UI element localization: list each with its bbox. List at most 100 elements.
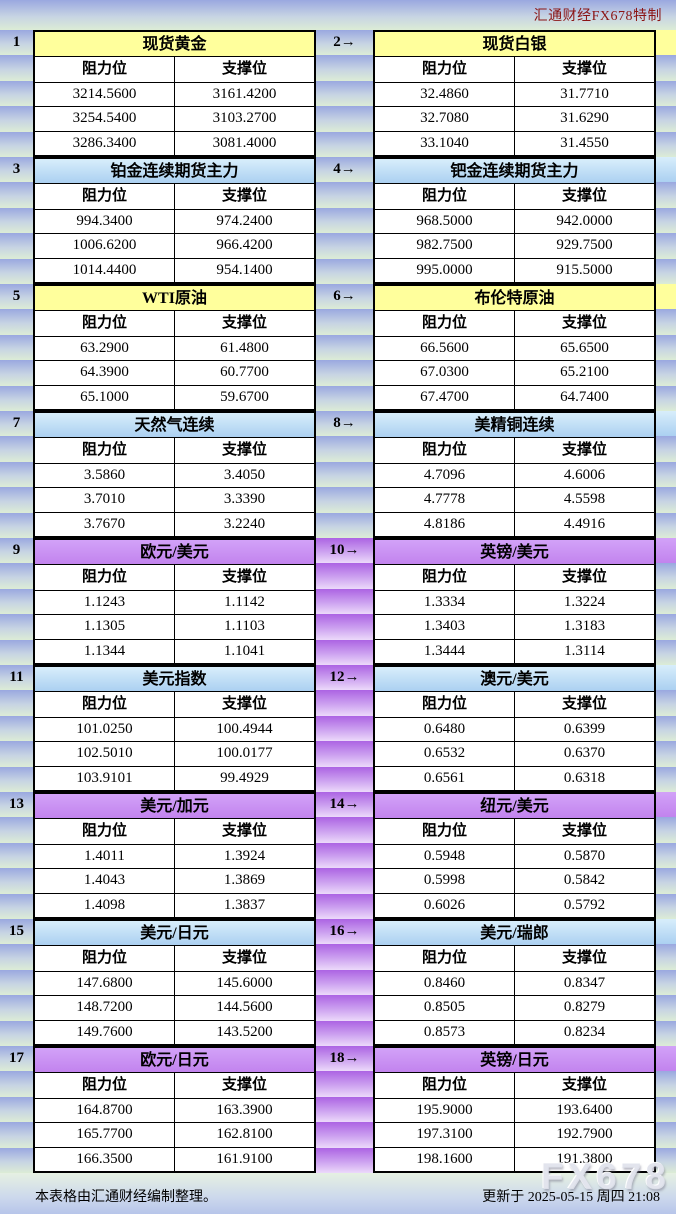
table-row-block: 11 美元指数 阻力位 支撑位 101.0250 100.4944 102.5010 100.… (0, 665, 676, 792)
margin-cell (316, 462, 373, 488)
column-headers: 阻力位 支撑位 (375, 438, 654, 464)
margin-cell (0, 258, 33, 284)
mid-strip: 16→ (316, 919, 373, 1046)
support-value: 161.9100 (174, 1147, 314, 1171)
resistance-value: 995.0000 (416, 261, 473, 278)
support-value: 59.6700 (174, 385, 314, 409)
mid-strip: 14→ (316, 792, 373, 919)
level-row: 1014.4400 954.1400 (35, 258, 314, 282)
margin-cell (316, 690, 373, 716)
margin-cell (0, 131, 33, 157)
support-header: 支撑位 (174, 438, 314, 463)
column-headers: 阻力位 支撑位 (375, 311, 654, 337)
support-header: 支撑位 (174, 184, 314, 209)
margin-cell (316, 360, 373, 386)
margin-cell (656, 487, 676, 513)
resistance-value: 1.4098 (83, 896, 126, 913)
index-cell: 5 (0, 284, 33, 309)
margin-cell (316, 309, 373, 335)
support-value: 193.6400 (514, 1099, 654, 1123)
level-row: 4.7778 4.5598 (375, 488, 654, 513)
table-index: 14→ (329, 796, 360, 812)
support-value: 191.3800 (514, 1147, 654, 1171)
right-margin (656, 411, 676, 538)
support-value: 61.4800 (174, 337, 314, 361)
margin-cell (0, 563, 33, 589)
table-row-block: 1 现货黄金 阻力位 支撑位 3214.5600 3161.4200 3254.5400 31… (0, 30, 676, 157)
margin-cell (0, 1020, 33, 1046)
column-headers: 阻力位 支撑位 (375, 692, 654, 718)
index-cell: 13 (0, 792, 33, 817)
table-index: 12→ (329, 669, 360, 685)
margin-cell (0, 385, 33, 411)
margin-header-cell (656, 411, 676, 436)
level-row: 67.0300 65.2100 (375, 361, 654, 386)
margin-cell (316, 741, 373, 767)
margin-cell (656, 106, 676, 132)
margin-cell (316, 487, 373, 513)
level-row: 1.3444 1.3114 (375, 639, 654, 663)
level-row: 149.7600 143.5200 (35, 1020, 314, 1044)
table-index: 16→ (329, 923, 360, 939)
margin-cell (0, 893, 33, 919)
left-margin: 13 (0, 792, 33, 919)
support-header: 支撑位 (514, 946, 654, 971)
table-title: 天然气连续 (35, 413, 314, 438)
support-header: 支撑位 (514, 819, 654, 844)
pivot-table: WTI原油 阻力位 支撑位 63.2900 61.4800 64.3900 60.7700 6… (33, 284, 316, 411)
margin-cell (0, 233, 33, 259)
support-header: 支撑位 (514, 311, 654, 336)
margin-cell (656, 817, 676, 843)
resistance-value: 1.4043 (83, 872, 126, 889)
level-row: 195.9000 193.6400 (375, 1099, 654, 1124)
right-margin (656, 665, 676, 792)
column-headers: 阻力位 支撑位 (35, 311, 314, 337)
support-value: 3081.4000 (174, 131, 314, 155)
margin-cell (316, 208, 373, 234)
margin-cell (656, 512, 676, 538)
pivot-table: 布伦特原油 阻力位 支撑位 66.5600 65.6500 67.0300 65.2100 6… (373, 284, 656, 411)
margin-cell (0, 1122, 33, 1148)
level-row: 0.5998 0.5842 (375, 869, 654, 894)
resistance-value: 65.1000 (80, 388, 129, 405)
resistance-value: 4.7778 (423, 491, 466, 508)
margin-cell (316, 335, 373, 361)
left-margin: 1 (0, 30, 33, 157)
top-banner: 汇通财经FX678特制 (0, 0, 676, 30)
index-cell: 1 (0, 30, 33, 55)
margin-cell (316, 512, 373, 538)
column-headers: 阻力位 支撑位 (375, 565, 654, 591)
resistance-value: 33.1040 (420, 134, 469, 151)
right-margin (656, 538, 676, 665)
mid-strip: 10→ (316, 538, 373, 665)
margin-cell (0, 106, 33, 132)
index-cell: 16→ (316, 919, 373, 944)
support-value: 1.3114 (514, 639, 654, 663)
resistance-value: 3.7670 (83, 515, 126, 532)
margin-cell (316, 614, 373, 640)
index-cell: 12→ (316, 665, 373, 690)
margin-cell (316, 436, 373, 462)
right-margin (656, 1046, 676, 1173)
level-row: 3214.5600 3161.4200 (35, 83, 314, 108)
margin-cell (656, 208, 676, 234)
resistance-header: 阻力位 (81, 950, 127, 966)
support-value: 65.6500 (514, 337, 654, 361)
margin-cell (656, 385, 676, 411)
margin-cell (656, 1097, 676, 1123)
support-header: 支撑位 (514, 692, 654, 717)
pivot-table: 美精铜连续 阻力位 支撑位 4.7096 4.6006 4.7778 4.5598 4.818… (373, 411, 656, 538)
level-row: 103.9101 99.4929 (35, 766, 314, 790)
resistance-header: 阻力位 (81, 61, 127, 77)
support-header: 支撑位 (514, 184, 654, 209)
resistance-header: 阻力位 (421, 61, 467, 77)
resistance-value: 1.1243 (83, 594, 126, 611)
support-value: 31.6290 (514, 107, 654, 131)
table-row-block: 5 WTI原油 阻力位 支撑位 63.2900 61.4800 64.3900 60.7700… (0, 284, 676, 411)
table-title: 铂金连续期货主力 (35, 159, 314, 184)
resistance-value: 3.5860 (83, 467, 126, 484)
margin-cell (316, 182, 373, 208)
margin-cell (656, 55, 676, 81)
level-row: 32.4860 31.7710 (375, 83, 654, 108)
